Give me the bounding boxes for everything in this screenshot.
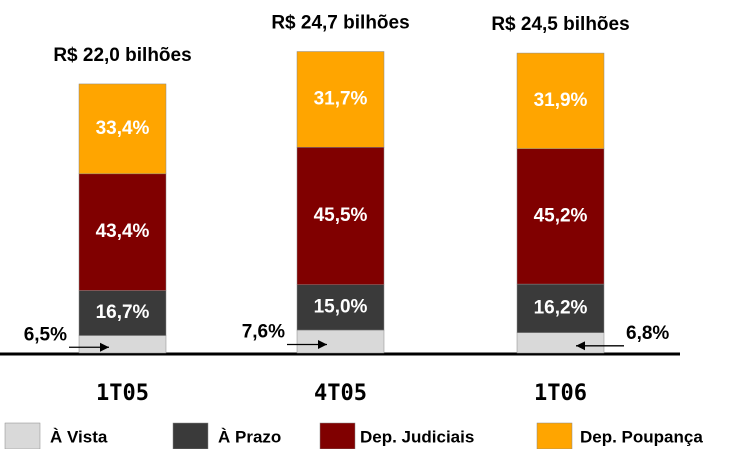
bar-segment xyxy=(78,83,167,175)
legend-label: À Prazo xyxy=(218,427,281,446)
legend-swatch xyxy=(4,422,41,449)
data-label: 15,0% xyxy=(314,296,368,317)
x-tick-label: 4T05 xyxy=(314,381,367,406)
bar-segment xyxy=(78,290,167,336)
data-label: 31,9% xyxy=(534,90,588,111)
data-label: 31,7% xyxy=(314,88,368,109)
bar-segment xyxy=(296,329,385,354)
bar-segment xyxy=(296,284,385,331)
bar-segment xyxy=(78,173,167,291)
data-label: 6,8% xyxy=(626,323,669,344)
legend-label: Dep. Judiciais xyxy=(360,427,474,446)
data-label: 7,6% xyxy=(242,322,285,343)
bar-segment xyxy=(516,148,605,285)
legend-swatch xyxy=(319,422,356,449)
bar-segment xyxy=(296,147,385,285)
data-label: 16,7% xyxy=(96,302,150,323)
data-label: 43,4% xyxy=(96,221,150,242)
data-label: 33,4% xyxy=(96,118,150,139)
data-label: 45,2% xyxy=(534,205,588,226)
total-label: R$ 22,0 bilhões xyxy=(53,45,191,66)
legend-swatch xyxy=(172,422,209,449)
legend-label: Dep. Poupança xyxy=(580,427,703,446)
data-label: 16,2% xyxy=(534,297,588,318)
bar-segment xyxy=(296,51,385,148)
data-label: 45,5% xyxy=(314,205,368,226)
bar-segment xyxy=(516,52,605,149)
bar-segment xyxy=(78,335,167,354)
bar-segment xyxy=(516,332,605,354)
legend-label: À Vista xyxy=(50,427,108,446)
data-label: 6,5% xyxy=(24,324,67,345)
x-tick-label: 1T06 xyxy=(534,381,587,406)
total-label: R$ 24,5 bilhões xyxy=(491,14,629,35)
bar-segment xyxy=(516,283,605,333)
total-label: R$ 24,7 bilhões xyxy=(271,13,409,34)
legend-swatch xyxy=(536,422,573,449)
x-tick-label: 1T05 xyxy=(96,381,149,406)
